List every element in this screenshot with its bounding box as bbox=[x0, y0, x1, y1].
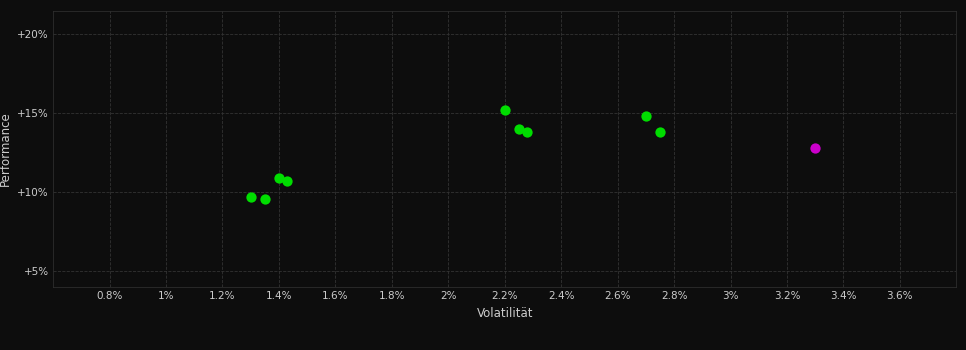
Point bbox=[808, 145, 823, 151]
Point bbox=[243, 194, 259, 200]
Point bbox=[520, 130, 535, 135]
Point bbox=[511, 126, 526, 132]
Point bbox=[257, 196, 272, 201]
X-axis label: Volatilität: Volatilität bbox=[476, 307, 533, 320]
Point bbox=[639, 113, 654, 119]
Point bbox=[652, 130, 668, 135]
Point bbox=[280, 178, 296, 184]
Y-axis label: Performance: Performance bbox=[0, 111, 12, 186]
Point bbox=[497, 107, 512, 113]
Point bbox=[271, 175, 287, 181]
